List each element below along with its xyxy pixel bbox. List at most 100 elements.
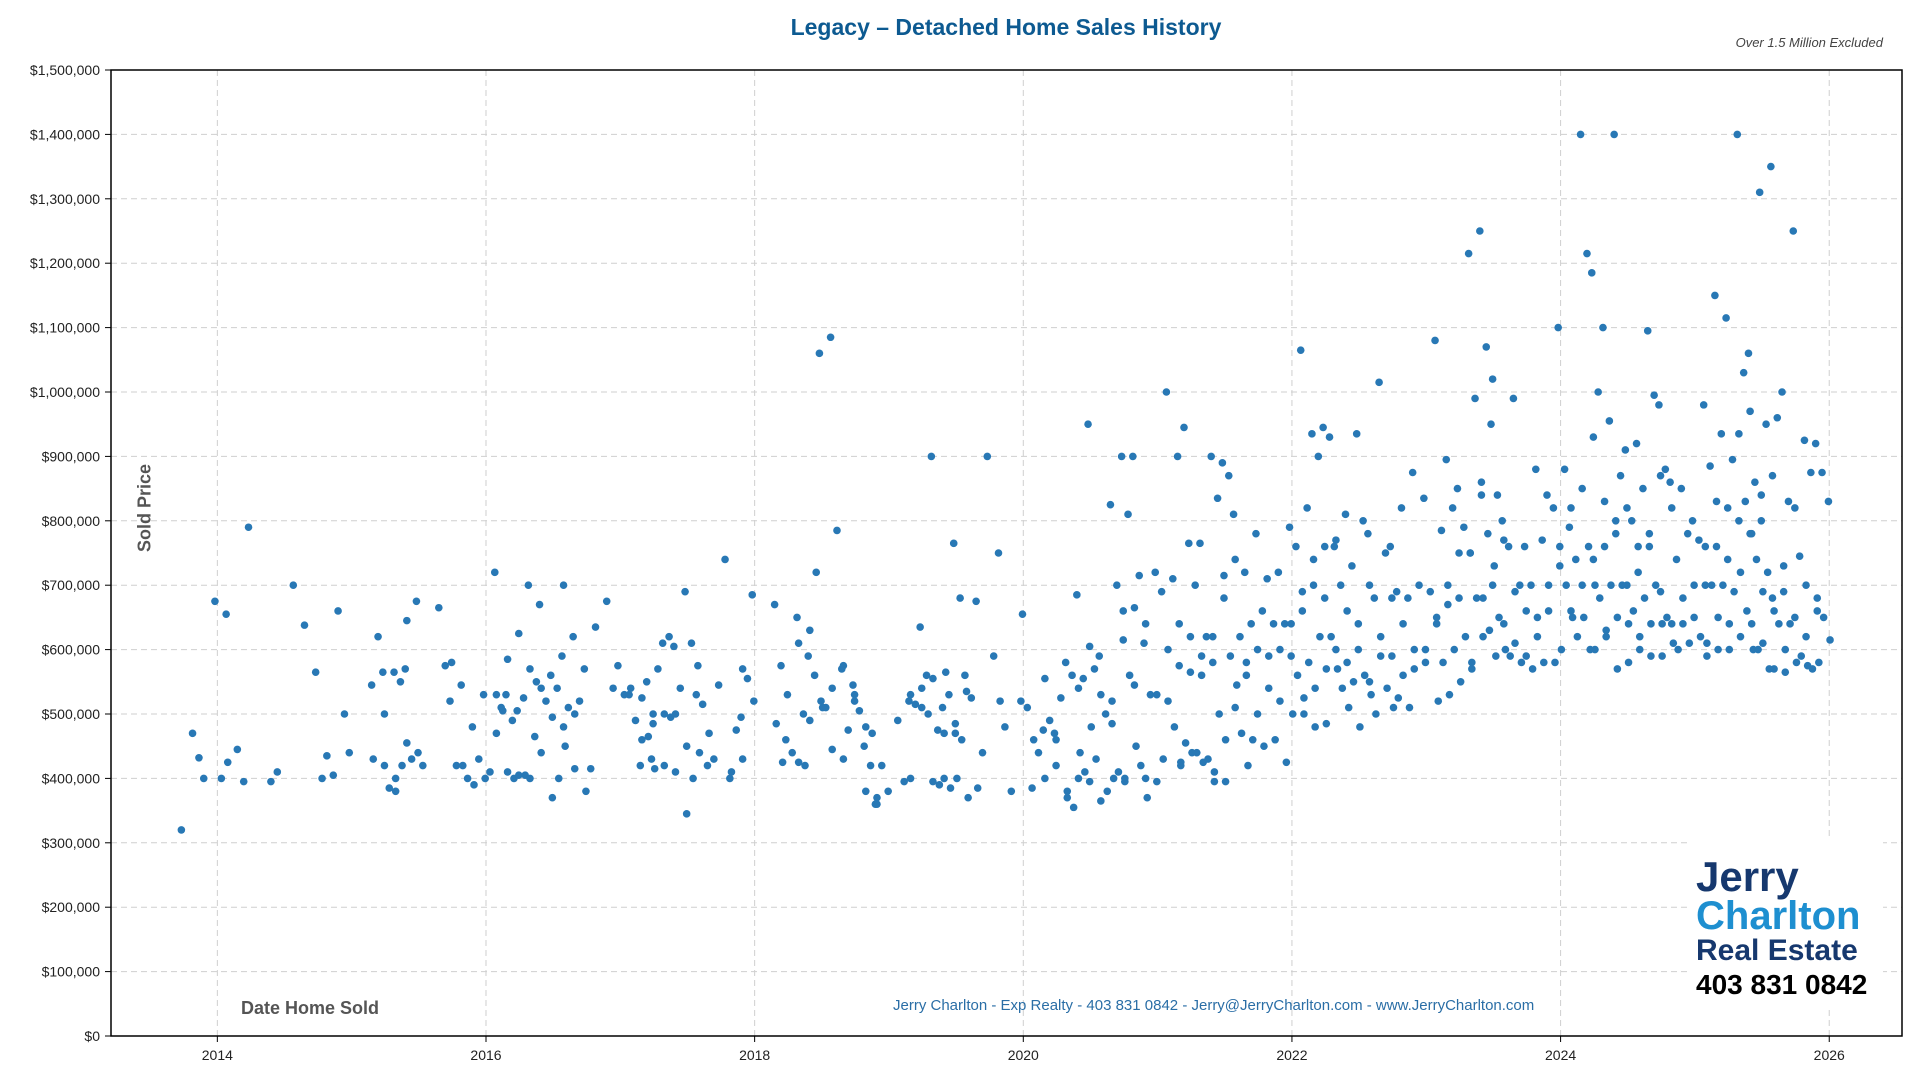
data-point [1711,291,1719,300]
y-tick-label: $1,300,000 [30,191,100,207]
data-point [1690,613,1698,622]
data-point [1562,581,1570,589]
data-point [553,684,561,693]
data-point [1434,697,1443,705]
data-point [1352,430,1361,438]
data-point [1610,130,1618,139]
data-point [1213,494,1222,503]
data-point [1650,391,1658,400]
data-point [1157,587,1166,596]
data-point [1164,645,1172,654]
data-point [1786,620,1794,628]
data-point [1092,755,1100,763]
data-point [1791,613,1799,622]
data-point [1180,423,1188,432]
data-point [1252,529,1260,538]
data-point [748,591,757,599]
y-axis-label: Sold Price [134,463,155,553]
data-point [938,703,947,712]
data-point [391,774,400,783]
data-point [1124,510,1132,519]
data-point [1218,459,1227,467]
data-point [1311,684,1319,693]
data-point [860,742,868,750]
data-point [1114,768,1123,776]
data-point [1359,517,1367,525]
data-point [502,690,510,699]
data-point [1712,497,1721,506]
data-point [1242,671,1251,680]
data-point [1567,504,1575,512]
data-point [1101,710,1110,718]
data-point [498,706,507,715]
data-point [1221,735,1230,744]
data-point [1759,639,1767,647]
data-point [558,652,566,660]
data-point [1802,581,1810,589]
data-point [996,697,1004,705]
data-point [1685,639,1694,647]
data-point [1408,468,1417,477]
data-point [694,661,702,670]
data-point [1260,742,1268,750]
data-point [1397,504,1406,512]
data-point [1197,671,1206,680]
data-point [850,697,859,705]
data-point [1679,594,1687,602]
data-point [1800,436,1809,445]
data-point [1303,504,1311,512]
data-point [1253,645,1262,654]
data-point [1061,658,1070,667]
data-point [1041,774,1049,783]
data-point [1376,652,1385,660]
data-point [794,758,803,767]
data-point [1244,761,1252,770]
data-point [961,671,969,680]
data-point [1647,620,1655,628]
data-point [1557,645,1566,654]
chart-title: Legacy – Detached Home Sales History [790,14,1222,40]
data-point [1316,632,1324,641]
data-point [1264,684,1273,693]
data-point [1733,130,1742,139]
data-point [631,716,640,725]
data-point [1085,642,1094,651]
data-point [817,697,825,705]
data-point [1354,645,1363,654]
data-point [1292,542,1300,551]
data-point [1232,681,1241,689]
data-point [532,678,541,686]
data-point [446,697,454,705]
chart-subtitle-note: Over 1.5 Million Excluded [1735,35,1883,50]
data-point [1242,658,1251,667]
data-point [380,761,389,770]
data-point [714,681,723,689]
data-point [403,616,411,625]
data-point [1487,420,1495,429]
data-point [1431,336,1439,345]
data-point [1175,620,1184,628]
data-point [670,642,678,651]
data-point [1421,645,1430,654]
data-point [1651,581,1660,589]
data-point [468,723,477,731]
data-point [738,755,747,763]
data-point [1304,658,1313,667]
data-point [1057,694,1065,702]
data-point [1247,620,1255,628]
data-point [665,632,673,641]
data-point [1735,430,1743,438]
data-point [396,678,405,686]
data-point [1383,684,1391,693]
data-point [1696,632,1705,641]
data-point [1191,581,1199,589]
data-point [1276,645,1284,654]
data-point [738,665,747,673]
data-point [638,694,646,702]
data-point [492,729,501,738]
data-point [927,452,936,461]
data-point [1293,671,1302,680]
data-point [868,729,876,738]
data-point [1712,542,1721,551]
data-point [199,774,208,783]
